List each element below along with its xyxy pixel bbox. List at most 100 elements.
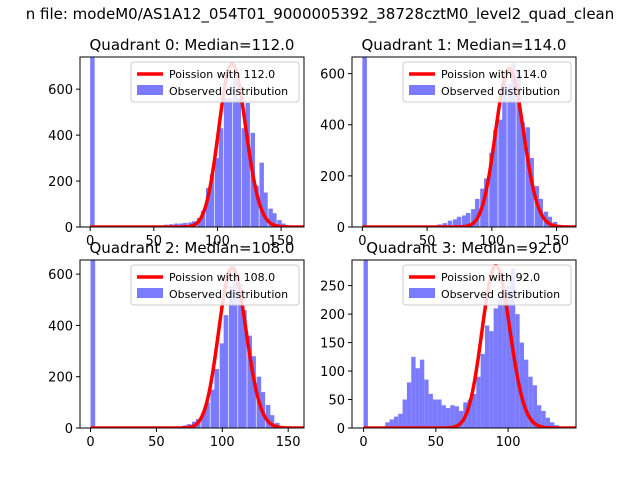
histogram-bar — [268, 208, 273, 227]
histogram-bar — [476, 376, 481, 428]
histogram-bar — [223, 315, 229, 428]
legend: Poission with 112.0 Observed distribution — [130, 61, 300, 103]
histogram-bar — [516, 71, 521, 227]
axes-frame — [351, 56, 577, 228]
histogram-bar — [456, 216, 462, 227]
x-tick-label: 50 — [428, 435, 445, 450]
histogram-bar — [458, 410, 464, 428]
histogram-bar — [223, 98, 229, 227]
histogram-bar — [406, 382, 412, 428]
histogram-bar — [507, 83, 512, 227]
figure-suptitle: n file: modeM0/AS1A12_054T01_9000005392_… — [26, 5, 615, 24]
subplot-quadrant-2: 0 50 100 150 0 200 400 600 Quadrant 2: Median=10… — [48, 239, 305, 450]
x-tick-label: 50 — [419, 234, 436, 249]
histogram-bar — [462, 215, 467, 227]
histogram-bar — [545, 417, 550, 428]
axes-frame — [351, 259, 577, 429]
legend-bar-swatch — [409, 85, 435, 95]
histogram-bar — [484, 325, 490, 428]
histogram-bar — [218, 128, 224, 227]
histogram-bar — [502, 291, 507, 428]
legend-box — [402, 61, 572, 103]
y-tick-label: 150 — [320, 337, 345, 352]
legend-label-observed: Observed distribution — [169, 85, 288, 98]
x-tick-label: 0 — [359, 435, 367, 450]
histogram-bar — [445, 408, 451, 428]
histogram-bar — [411, 356, 416, 428]
histogram-bar — [254, 185, 259, 227]
x-tick-label: 150 — [269, 234, 294, 249]
histogram-bar — [452, 219, 458, 227]
legend-bar-swatch — [137, 288, 163, 298]
histogram-bar — [475, 198, 480, 227]
histogram-bar — [272, 213, 277, 227]
y-tick-label: 0 — [337, 422, 345, 437]
histogram-bar — [511, 63, 516, 227]
x-tick-label: 150 — [276, 435, 301, 450]
x-tick-label: 100 — [479, 234, 504, 249]
y-tick-label: 200 — [48, 175, 73, 190]
histogram-bar — [362, 57, 367, 227]
histogram-bar — [90, 260, 96, 428]
subplot-quadrant-3: 0 50 100 0 50 100 150 200 250 Quadrant 3: Median=… — [320, 239, 577, 450]
legend: Poission with 92.0 Observed distribution — [402, 264, 572, 306]
y-tick-label: 0 — [337, 221, 345, 236]
histogram-bar — [205, 402, 210, 428]
poisson-curve — [363, 263, 576, 428]
x-tick-label: 100 — [205, 234, 230, 249]
histogram-bar — [424, 379, 429, 428]
x-tick-label: 0 — [86, 435, 94, 450]
histogram-bar — [90, 57, 95, 227]
histogram-bar — [227, 98, 233, 227]
histogram-bar — [277, 220, 282, 227]
legend-box — [130, 61, 300, 103]
histogram-bar — [523, 359, 529, 428]
y-tick-label: 250 — [320, 280, 345, 295]
histogram-bar — [493, 129, 498, 227]
histogram-bar — [232, 77, 238, 227]
y-tick-label: 200 — [320, 170, 345, 185]
histogram-bar — [447, 220, 453, 227]
y-tick-label: 0 — [65, 422, 73, 437]
legend-label-poisson: Poission with 112.0 — [169, 68, 275, 81]
histogram-bar — [465, 212, 471, 227]
y-tick-label: 600 — [48, 83, 73, 98]
histogram-bar — [442, 223, 448, 227]
histogram-bar — [245, 102, 250, 227]
legend-bar-swatch — [409, 288, 435, 298]
histogram-bar — [402, 399, 407, 428]
histogram-bar — [525, 127, 531, 227]
subplot-quadrant-0: 0 50 100 150 0 200 400 600 Quadrant 0: Median=11… — [48, 36, 305, 249]
histogram-bar — [428, 393, 433, 428]
histogram-bar — [206, 187, 211, 227]
histogram-bar — [498, 119, 503, 227]
histogram-bar — [398, 413, 403, 428]
histogram-bar — [228, 286, 234, 428]
histogram-bar — [236, 98, 241, 227]
histogram-bar — [506, 285, 511, 428]
y-tick-label: 400 — [48, 319, 73, 334]
y-tick-label: 50 — [328, 394, 345, 409]
histogram-bar — [389, 419, 394, 428]
histogram-bar — [247, 335, 252, 428]
subplot-title: Quadrant 2: Median=108.0 — [90, 239, 295, 257]
histogram-bar — [532, 385, 537, 428]
subplot-quadrant-1: 0 50 100 150 0 200 400 600 Quadrant 1: Median=11… — [320, 36, 577, 249]
histogram-bar — [219, 343, 225, 428]
histogram-bar — [210, 389, 216, 428]
histogram-bar — [528, 376, 533, 428]
histogram-bar — [471, 209, 476, 227]
legend: Poission with 108.0 Observed distribution — [130, 264, 300, 306]
histogram-bar — [536, 405, 542, 428]
histogram-bar — [480, 353, 485, 428]
histogram-bars — [90, 57, 295, 227]
histogram-bar — [497, 297, 503, 428]
histogram-bar — [214, 158, 220, 227]
histogram-bar — [493, 308, 498, 428]
histogram-bar — [432, 399, 438, 428]
histogram-bar — [437, 399, 442, 428]
histogram-bar — [183, 222, 188, 227]
histogram-bar — [450, 405, 455, 428]
y-tick-label: 600 — [320, 68, 345, 83]
histogram-bar — [520, 122, 525, 227]
